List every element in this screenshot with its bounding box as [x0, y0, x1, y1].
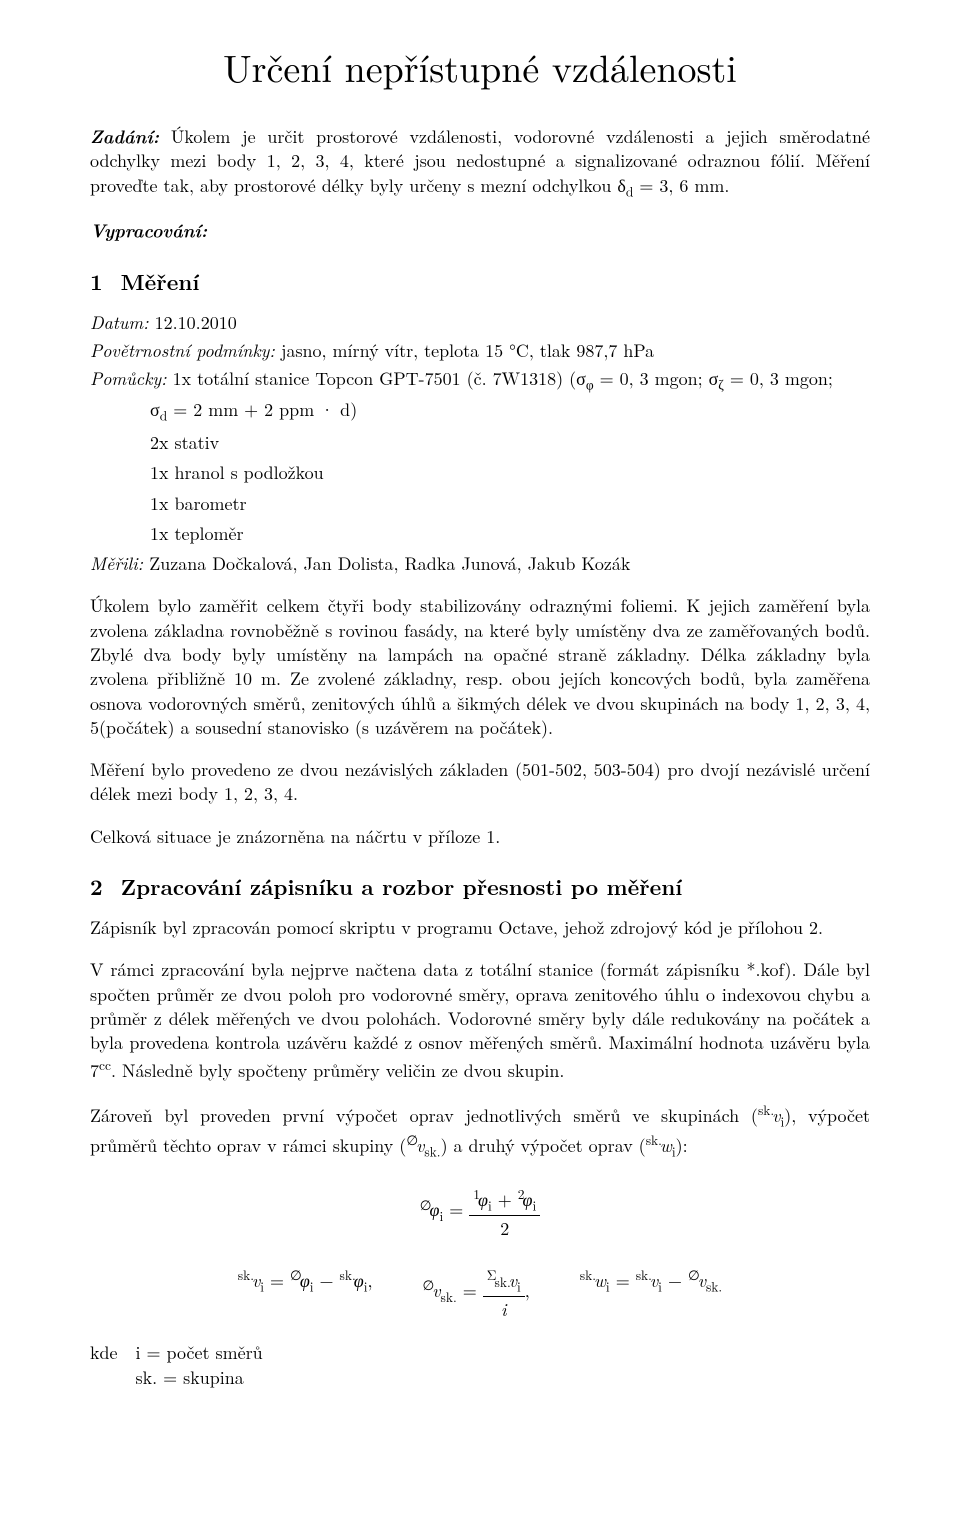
tools-tail1: = 0, 3 mgon; σ — [594, 366, 719, 391]
where-label: kde — [90, 1340, 118, 1365]
section-1-heading: 1 Měření — [90, 266, 870, 297]
measured-label: Měřili: — [90, 551, 143, 576]
weather-label: Povětrnostní podmínky: — [90, 338, 275, 363]
tool-item-1: 2x stativ — [150, 431, 870, 455]
where-block: kde i = počet směrů kde sk. = skupina — [90, 1340, 870, 1390]
tool-item-2: 1x hranol s podložkou — [150, 461, 870, 485]
measured-value: Zuzana Dočkalová, Jan Dolista, Radka Jun… — [143, 551, 630, 576]
date-label: Datum: — [90, 310, 149, 335]
weather-value: jasno, mírný vítr, teplota 15 °C, tlak 9… — [275, 338, 654, 363]
tools-label: Pomůcky: — [90, 366, 167, 391]
equation-1: ∅φi = 1φi + 2φi 2 — [90, 1184, 870, 1241]
body-paragraph-1: Úkolem bylo zaměřit celkem čtyři body st… — [90, 594, 870, 740]
date-line: Datum: 12.10.2010 — [90, 311, 870, 335]
section-1-number: 1 — [90, 266, 103, 297]
assignment-tail: = 3, 6 mm. — [633, 173, 729, 198]
tools-line: Pomůcky: 1x totální stanice Topcon GPT-7… — [90, 367, 870, 394]
tools-value: 1x totální stanice Topcon GPT-7501 (č. 7… — [167, 366, 586, 391]
where-line-1: i = počet směrů — [136, 1340, 263, 1365]
assignment-paragraph: Zadání: Úkolem je určit prostorové vzdál… — [90, 124, 870, 200]
equation-row: sk.vi = ∅φi − sk.φi, ∅vsk. = Σsk.vi i , … — [90, 1265, 870, 1322]
elaboration-label: Vypracování: — [90, 218, 870, 243]
tools-tail2: = 0, 3 mgon; — [724, 366, 833, 391]
page: Určení nepřístupné vzdálenosti Zadání: Ú… — [0, 0, 960, 1514]
equation-3: ∅vsk. = Σsk.vi i , — [423, 1265, 530, 1322]
section-1-title: Měření — [121, 266, 200, 297]
document-title: Určení nepřístupné vzdálenosti — [90, 40, 870, 94]
body-paragraph-4: Zápisník byl zpracován pomocí skriptu v … — [90, 916, 870, 940]
body-paragraph-2: Měření bylo provedeno ze dvou nezávislýc… — [90, 758, 870, 807]
where-line-2: sk. = skupina — [136, 1365, 244, 1390]
assignment-label: Zadání: — [90, 122, 159, 149]
body-paragraph-3: Celková situace je znázorněna na náčrtu … — [90, 825, 870, 849]
date-value: 12.10.2010 — [149, 310, 237, 335]
section-2-title: Zpracování zápisníku a rozbor přesnosti … — [121, 871, 683, 902]
assignment-text: Úkolem je určit prostorové vzdálenosti, … — [90, 124, 870, 198]
tools-line2: σd = 2 mm + 2 ppm · d) — [150, 398, 870, 425]
section-2-number: 2 — [90, 871, 103, 902]
equation-2: sk.vi = ∅φi − sk.φi, — [238, 1265, 373, 1322]
tool-item-4: 1x teploměr — [150, 522, 870, 546]
section-2-heading: 2 Zpracování zápisníku a rozbor přesnosti… — [90, 871, 870, 902]
weather-line: Povětrnostní podmínky: jasno, mírný vítr… — [90, 339, 870, 363]
body-paragraph-6: Zároveň byl proveden první výpočet oprav… — [90, 1101, 870, 1161]
body-paragraph-5: V rámci zpracování byla nejprve načtena … — [90, 958, 870, 1082]
sub-phi: φ — [586, 375, 594, 394]
equation-4: sk.wi = sk.vi − ∅vsk. — [580, 1265, 722, 1322]
tool-item-3: 1x barometr — [150, 492, 870, 516]
measured-by-line: Měřili: Zuzana Dočkalová, Jan Dolista, R… — [90, 552, 870, 576]
